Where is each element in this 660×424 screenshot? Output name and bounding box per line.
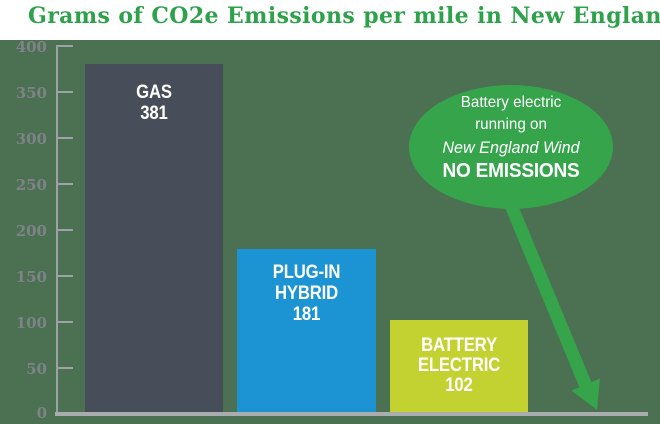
y-axis-tick <box>56 229 73 231</box>
y-axis-label-250: 250 <box>15 176 47 194</box>
bar-gas-value: 381 <box>140 103 168 124</box>
callout-line-1: Battery electric <box>460 94 562 111</box>
y-axis-label-200: 200 <box>15 222 47 240</box>
y-axis-label-100: 100 <box>15 314 47 332</box>
chart-title: Grams of CO2e Emissions per mile in New … <box>28 3 660 29</box>
bar-plug-in-hybrid-label: PLUG-IN HYBRID 181 <box>245 262 367 325</box>
y-axis-label-150: 150 <box>15 268 47 286</box>
y-axis-label-350: 350 <box>15 84 47 102</box>
y-axis-tick <box>56 367 73 369</box>
bar-phev-name-line1: PLUG-IN <box>272 262 341 283</box>
callout-arrowhead-icon <box>571 378 600 410</box>
y-axis-label-400: 400 <box>15 38 47 56</box>
y-axis-tick <box>56 183 73 185</box>
y-axis-tick <box>56 91 73 93</box>
bar-battery-electric: BATTERY ELECTRIC 102 <box>390 320 528 412</box>
bar-bev-name-line2: ELECTRIC <box>417 355 501 376</box>
y-axis-label-300: 300 <box>15 130 47 148</box>
bar-gas-label: GAS 381 <box>93 82 214 124</box>
bar-bev-value: 102 <box>445 375 473 396</box>
bar-phev-value: 181 <box>292 304 321 325</box>
y-axis-tick <box>56 45 73 47</box>
bar-plug-in-hybrid: PLUG-IN HYBRID 181 <box>237 249 376 412</box>
bar-phev-name-line2: HYBRID <box>274 283 339 304</box>
callout-line-2: running on <box>475 116 547 133</box>
bar-bev-name-line1: BATTERY <box>421 335 497 356</box>
bar-gas-name: GAS <box>136 82 172 103</box>
bar-battery-electric-label: BATTERY ELECTRIC 102 <box>398 336 519 396</box>
y-axis-tick <box>56 321 73 323</box>
y-axis-label-50: 50 <box>26 360 47 378</box>
x-axis-baseline <box>55 412 648 416</box>
y-axis-label-0: 0 <box>36 404 47 422</box>
callout-line-4: NO EMISSIONS <box>442 160 580 182</box>
bar-gas: GAS 381 <box>85 64 223 412</box>
callout-line-3: New England Wind <box>442 138 580 157</box>
callout-text: Battery electric running on New England … <box>416 92 606 184</box>
title-band <box>0 0 660 40</box>
y-axis-tick <box>56 137 73 139</box>
y-axis-tick <box>56 275 73 277</box>
